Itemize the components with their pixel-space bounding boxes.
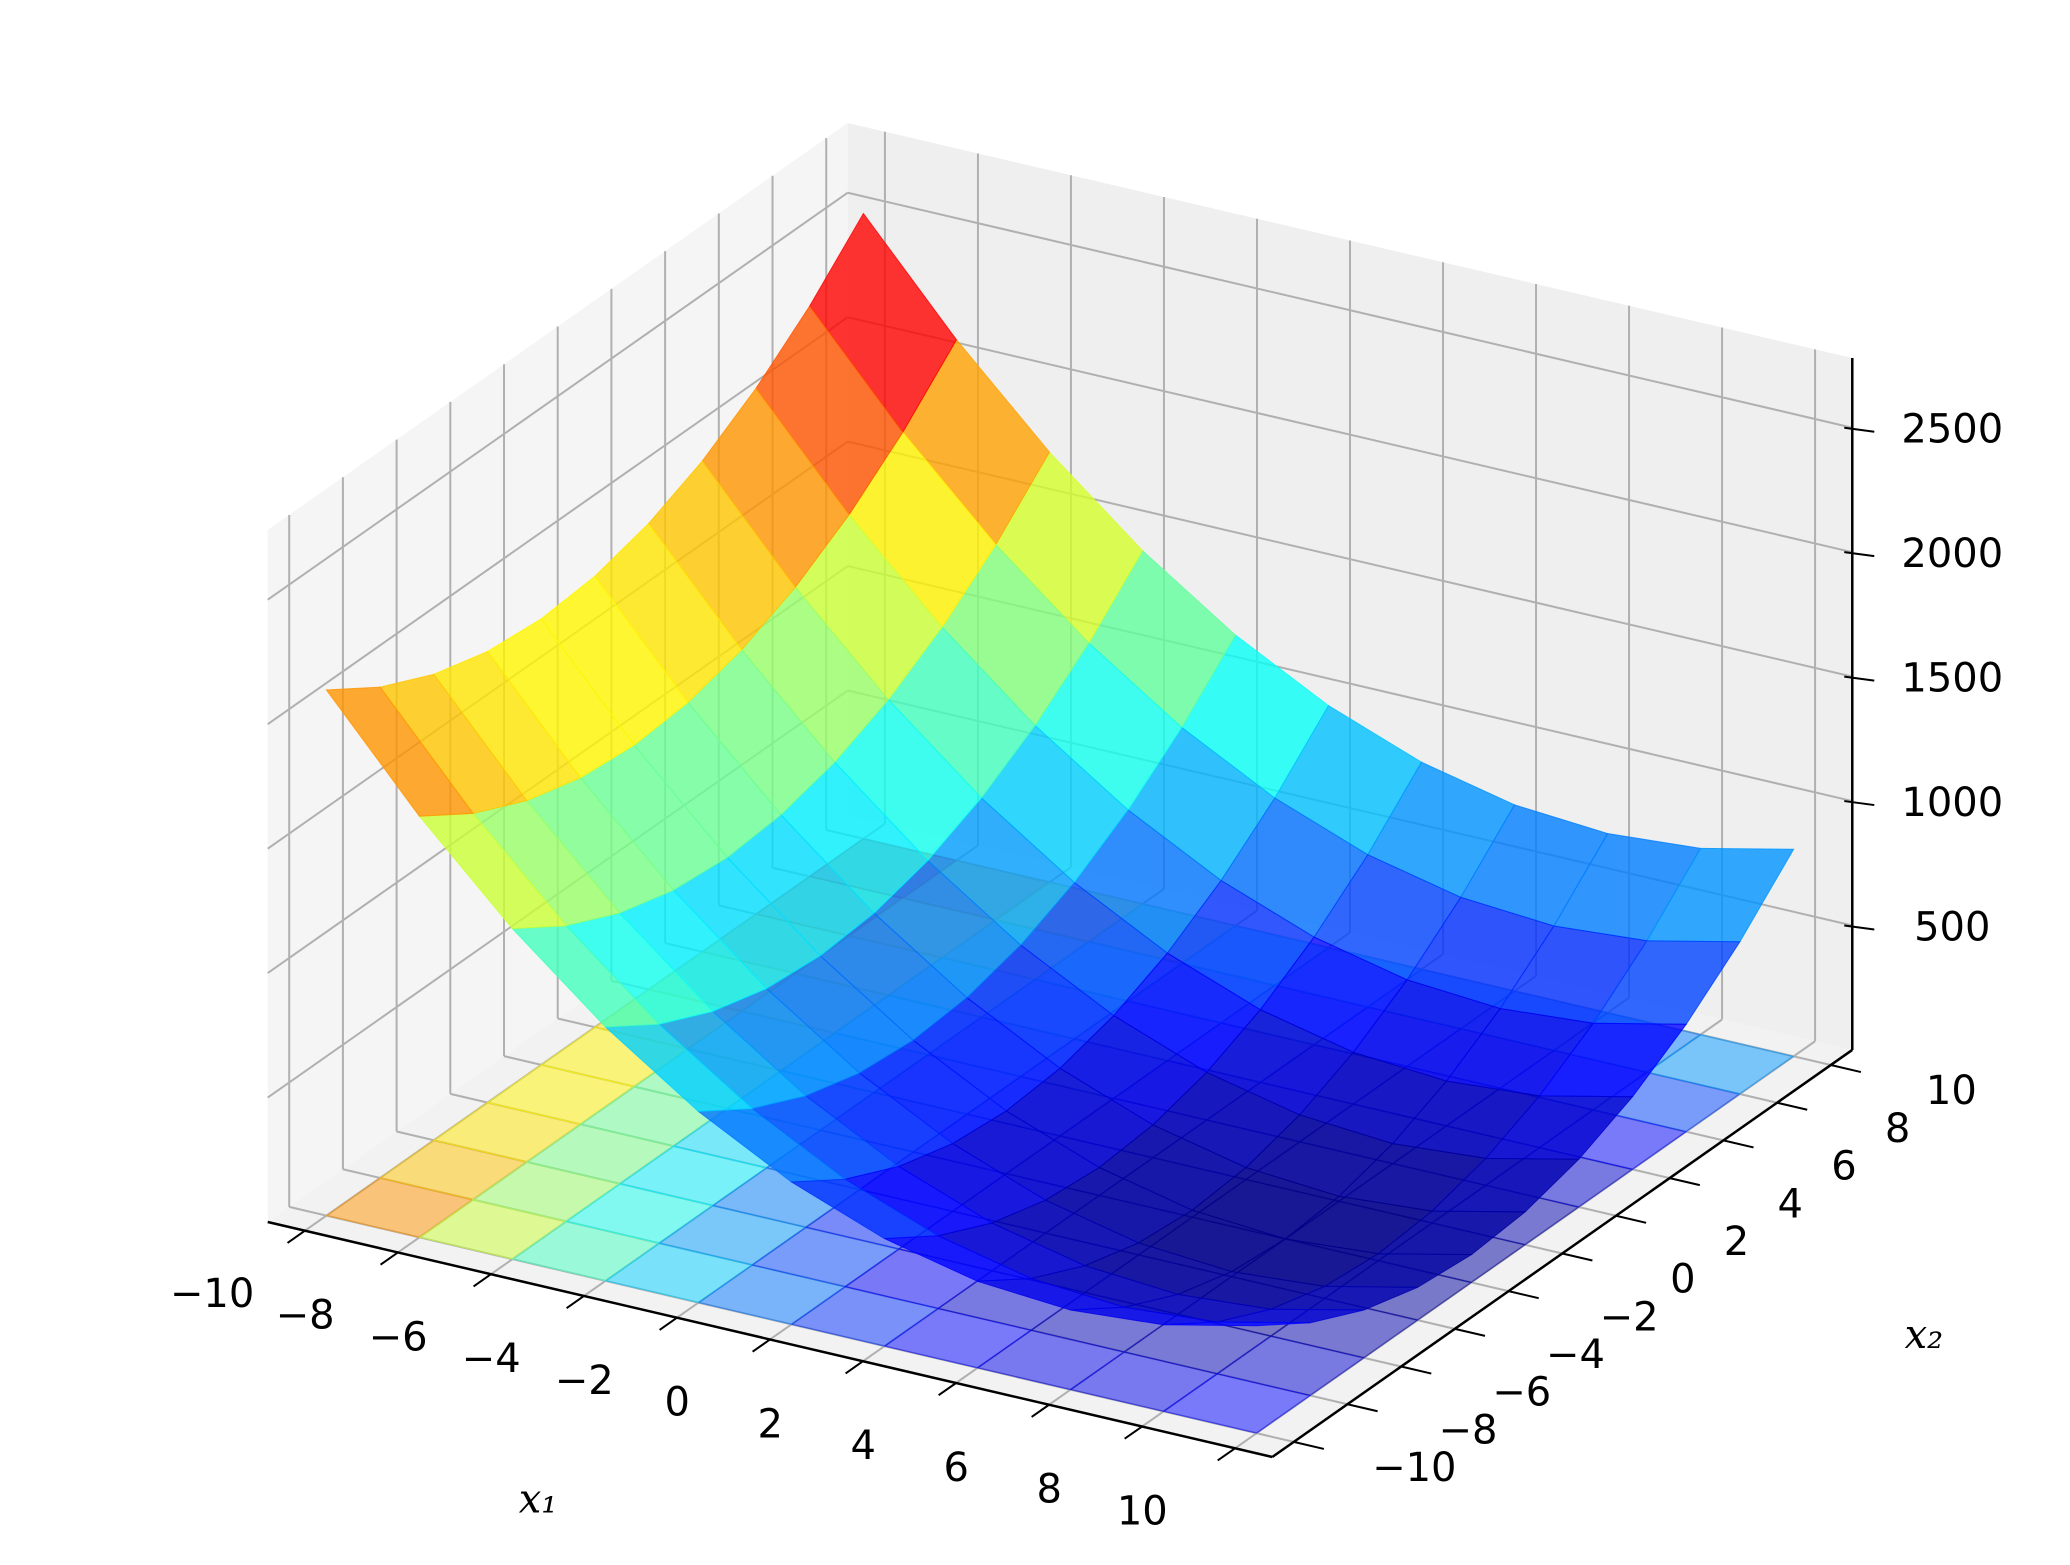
tick-mark	[1844, 551, 1875, 558]
x-tick-label: −6	[369, 1314, 428, 1360]
y-tick-label: −6	[1492, 1370, 1551, 1416]
tick-mark	[1293, 1440, 1325, 1450]
x-tick-label: 10	[1117, 1488, 1168, 1534]
surface-cell	[1163, 1321, 1311, 1327]
y-tick-label: 4	[1778, 1181, 1803, 1227]
tick-mark	[659, 1316, 678, 1331]
tick-mark	[1124, 1425, 1143, 1440]
tick-mark	[845, 1360, 864, 1375]
contour-cell	[1645, 1034, 1795, 1095]
x-tick-label: −4	[462, 1336, 521, 1382]
x-tick-label: 6	[944, 1445, 969, 1491]
y-tick-label: −10	[1372, 1445, 1456, 1491]
z-tick-label: 1000	[1901, 780, 2003, 826]
tick-mark	[1776, 1101, 1808, 1111]
tick-mark	[1844, 675, 1875, 682]
y-tick-label: −2	[1600, 1294, 1659, 1340]
tick-mark	[1844, 800, 1875, 807]
x-axis-label: x₁	[519, 1476, 558, 1522]
grid-line	[847, 316, 1853, 554]
z-tick-label: 500	[1914, 905, 1990, 951]
tick-mark	[286, 1229, 306, 1244]
y-axis-label: x₂	[1905, 1312, 1944, 1358]
tick-mark	[1669, 1177, 1701, 1187]
tick-mark	[1844, 924, 1875, 931]
axis-line	[267, 1220, 1273, 1459]
tick-mark	[1217, 1447, 1236, 1462]
tick-mark	[379, 1251, 399, 1266]
y-tick-label: −4	[1546, 1332, 1605, 1378]
tick-mark	[1615, 1214, 1647, 1224]
tick-mark	[1454, 1327, 1486, 1337]
x-tick-label: 8	[1037, 1467, 1062, 1513]
tick-mark	[1031, 1403, 1050, 1418]
x-tick-label: −8	[276, 1293, 335, 1339]
y-tick-label: 0	[1670, 1257, 1695, 1303]
tick-mark	[752, 1338, 771, 1353]
y-tick-label: 10	[1926, 1068, 1977, 1114]
tick-mark	[565, 1295, 585, 1309]
x-tick-label: 4	[851, 1423, 876, 1469]
tick-mark	[1844, 426, 1875, 433]
tick-mark	[1723, 1139, 1754, 1149]
z-tick-label: 1500	[1901, 656, 2003, 702]
y-tick-label: 8	[1885, 1106, 1910, 1152]
tick-mark	[1508, 1290, 1539, 1300]
tick-mark	[1400, 1365, 1432, 1375]
tick-mark	[472, 1273, 492, 1288]
y-tick-label: 6	[1831, 1144, 1856, 1190]
grid-line	[267, 191, 849, 601]
y-tick-label: −8	[1439, 1407, 1498, 1453]
x-tick-label: 0	[664, 1380, 689, 1426]
tick-mark	[938, 1382, 957, 1397]
y-tick-label: 2	[1724, 1219, 1749, 1265]
z-tick-label: 2000	[1901, 531, 2003, 577]
tick-mark	[1830, 1064, 1862, 1074]
grid-line	[267, 316, 849, 726]
z-tick-label: 2500	[1901, 407, 2003, 453]
tick-mark	[1347, 1403, 1378, 1413]
x-tick-label: −10	[170, 1271, 254, 1317]
grid-line	[847, 191, 1853, 429]
tick-mark	[1562, 1252, 1593, 1262]
x-tick-label: 2	[757, 1401, 782, 1447]
x-tick-label: −2	[555, 1358, 614, 1404]
axis-line	[1271, 1048, 1853, 1459]
surface-cell	[325, 686, 475, 817]
